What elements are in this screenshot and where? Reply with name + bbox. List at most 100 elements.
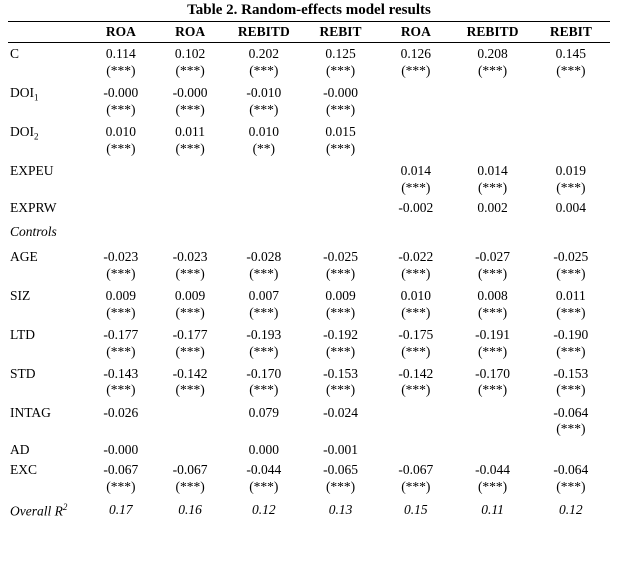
cell-12-4: -0.067(***): [378, 459, 453, 498]
cell-3-5: 0.014(***): [453, 160, 531, 199]
cell-7-6: 0.011(***): [532, 285, 610, 324]
overall-value-3: 0.13: [303, 498, 378, 520]
cell-0-3: 0.125(***): [303, 43, 378, 82]
significance: (***): [532, 63, 610, 79]
value: -0.170: [453, 366, 531, 382]
value: -0.177: [86, 327, 155, 343]
cell-8-4: -0.175(***): [378, 324, 453, 363]
significance: (***): [453, 266, 531, 282]
row-label: EXPEU: [8, 160, 86, 199]
row-label: DOI1: [8, 82, 86, 121]
cell-7-2: 0.007(***): [225, 285, 303, 324]
cell-3-1: [155, 160, 224, 199]
cell-9-1: -0.142(***): [155, 363, 224, 402]
significance: (***): [155, 266, 224, 282]
significance: (***): [86, 266, 155, 282]
value: -0.000: [303, 85, 378, 101]
value: 0.126: [378, 46, 453, 62]
table-row: EXPRW-0.0020.0020.004: [8, 199, 610, 217]
significance: (***): [225, 382, 303, 398]
value: 0.010: [86, 124, 155, 140]
significance: (***): [225, 479, 303, 495]
table-row: INTAG-0.0260.079-0.024-0.064(***): [8, 402, 610, 441]
cell-10-2: 0.079: [225, 402, 303, 441]
significance: (***): [303, 102, 378, 118]
cell-9-6: -0.153(***): [532, 363, 610, 402]
value: -0.025: [303, 249, 378, 265]
value: 0.015: [303, 124, 378, 140]
cell-11-5: [453, 441, 531, 459]
significance: (***): [86, 479, 155, 495]
cell-10-0: -0.026: [86, 402, 155, 441]
cell-7-3: 0.009(***): [303, 285, 378, 324]
cell-9-3: -0.153(***): [303, 363, 378, 402]
cell-6-2: -0.028(***): [225, 246, 303, 285]
cell-0-2: 0.202(***): [225, 43, 303, 82]
value: 0.011: [532, 288, 610, 304]
cell-11-1: [155, 441, 224, 459]
overall-value-5: 0.11: [453, 498, 531, 520]
value: -0.023: [155, 249, 224, 265]
cell-4-1: [155, 199, 224, 217]
cell-4-4: -0.002: [378, 199, 453, 217]
significance: (***): [532, 305, 610, 321]
significance: (***): [453, 180, 531, 196]
cell-10-4: [378, 402, 453, 441]
significance: (***): [532, 180, 610, 196]
cell-3-4: 0.014(***): [378, 160, 453, 199]
cell-12-1: -0.067(***): [155, 459, 224, 498]
table-row: EXC-0.067(***)-0.067(***)-0.044(***)-0.0…: [8, 459, 610, 498]
table-row: SIZ0.009(***)0.009(***)0.007(***)0.009(*…: [8, 285, 610, 324]
cell-1-1: -0.000(***): [155, 82, 224, 121]
significance: (***): [453, 344, 531, 360]
value: 0.014: [453, 163, 531, 179]
cell-8-3: -0.192(***): [303, 324, 378, 363]
value: -0.177: [155, 327, 224, 343]
table-title: Table 2. Random-effects model results: [8, 2, 610, 19]
cell-10-3: -0.024: [303, 402, 378, 441]
cell-12-6: -0.064(***): [532, 459, 610, 498]
cell-11-0: -0.000: [86, 441, 155, 459]
value: 0.004: [532, 200, 610, 216]
value: 0.009: [86, 288, 155, 304]
cell-11-3: -0.001: [303, 441, 378, 459]
significance: (***): [155, 141, 224, 157]
row-label: EXC: [8, 459, 86, 498]
value: -0.191: [453, 327, 531, 343]
value: -0.064: [532, 405, 610, 421]
cell-12-0: -0.067(***): [86, 459, 155, 498]
cell-7-4: 0.010(***): [378, 285, 453, 324]
cell-8-0: -0.177(***): [86, 324, 155, 363]
significance: (***): [453, 305, 531, 321]
row-label: DOI2: [8, 121, 86, 160]
value: -0.000: [86, 85, 155, 101]
value: -0.143: [86, 366, 155, 382]
cell-4-0: [86, 199, 155, 217]
cell-0-1: 0.102(***): [155, 43, 224, 82]
value: 0.002: [453, 200, 531, 216]
cell-6-6: -0.025(***): [532, 246, 610, 285]
cell-2-3: 0.015(***): [303, 121, 378, 160]
cell-3-3: [303, 160, 378, 199]
cell-4-5: 0.002: [453, 199, 531, 217]
significance: (***): [155, 305, 224, 321]
value: -0.027: [453, 249, 531, 265]
value: -0.001: [303, 442, 378, 458]
cell-0-6: 0.145(***): [532, 43, 610, 82]
value: -0.044: [453, 462, 531, 478]
significance: (***): [303, 63, 378, 79]
value: 0.009: [155, 288, 224, 304]
cell-2-4: [378, 121, 453, 160]
table-row: Controls: [8, 218, 610, 246]
significance: (***): [378, 266, 453, 282]
significance: (***): [225, 102, 303, 118]
value: -0.142: [155, 366, 224, 382]
value: -0.065: [303, 462, 378, 478]
cell-2-2: 0.010(**): [225, 121, 303, 160]
value: -0.022: [378, 249, 453, 265]
col-header-2: REBITD: [225, 22, 303, 43]
table-row: STD-0.143(***)-0.142(***)-0.170(***)-0.1…: [8, 363, 610, 402]
cell-7-1: 0.009(***): [155, 285, 224, 324]
significance: (***): [303, 382, 378, 398]
cell-3-2: [225, 160, 303, 199]
